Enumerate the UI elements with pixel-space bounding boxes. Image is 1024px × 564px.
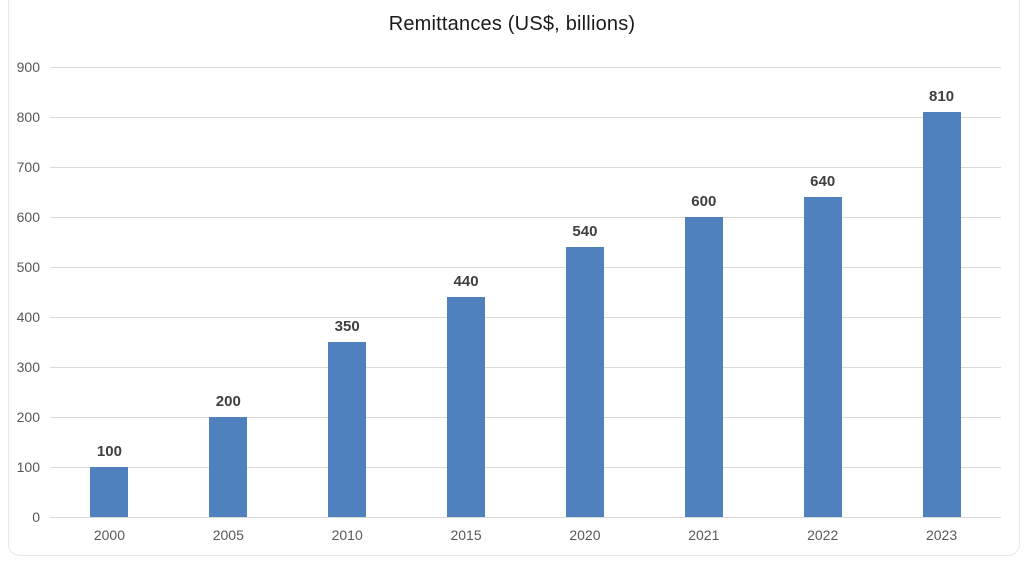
bar-2010 xyxy=(328,342,367,517)
data-label-2023: 810 xyxy=(929,88,955,105)
bar-2000 xyxy=(90,467,129,517)
data-label-2021: 600 xyxy=(691,193,717,210)
bar-2020 xyxy=(565,247,604,517)
x-tick-label-2015: 2015 xyxy=(450,527,482,543)
data-label-2022: 640 xyxy=(810,173,836,190)
chart-card xyxy=(8,0,1020,556)
gridline-400 xyxy=(50,316,1001,318)
data-label-2000: 100 xyxy=(96,443,122,460)
y-tick-label-100: 100 xyxy=(16,459,40,475)
y-tick-label-300: 300 xyxy=(16,359,40,375)
data-label-2015: 440 xyxy=(453,273,479,290)
gridline-800 xyxy=(50,116,1001,118)
y-tick-label-900: 900 xyxy=(16,59,40,75)
x-tick-label-2023: 2023 xyxy=(925,527,958,543)
gridline-100 xyxy=(50,466,1001,468)
gridline-700 xyxy=(50,166,1001,168)
x-tick-label-2022: 2022 xyxy=(807,527,839,543)
bar-2005 xyxy=(209,417,248,517)
y-tick-label-800: 800 xyxy=(16,109,40,125)
y-tick-label-500: 500 xyxy=(16,259,40,275)
bar-2022 xyxy=(803,197,842,517)
gridline-200 xyxy=(50,416,1001,418)
bar-2023 xyxy=(922,112,961,517)
bar-2021 xyxy=(684,217,723,517)
data-label-2020: 540 xyxy=(572,223,598,240)
data-label-2010: 350 xyxy=(334,318,360,335)
bar-2015 xyxy=(447,297,486,517)
y-tick-label-0: 0 xyxy=(32,509,40,525)
y-tick-label-700: 700 xyxy=(16,159,40,175)
gridline-0 xyxy=(50,516,1001,518)
chart-title: Remittances (US$, billions) xyxy=(388,13,636,35)
y-tick-label-400: 400 xyxy=(16,309,40,325)
x-tick-label-2021: 2021 xyxy=(688,527,720,543)
x-tick-label-2010: 2010 xyxy=(331,527,363,543)
x-tick-label-2020: 2020 xyxy=(569,527,601,543)
y-tick-label-600: 600 xyxy=(16,209,40,225)
data-label-2005: 200 xyxy=(215,393,241,410)
gridline-300 xyxy=(50,366,1001,368)
gridline-600 xyxy=(50,216,1001,218)
x-tick-label-2000: 2000 xyxy=(93,527,126,543)
gridline-900 xyxy=(50,66,1001,68)
gridline-500 xyxy=(50,266,1001,268)
y-tick-label-200: 200 xyxy=(16,409,40,425)
x-tick-label-2005: 2005 xyxy=(212,527,244,543)
